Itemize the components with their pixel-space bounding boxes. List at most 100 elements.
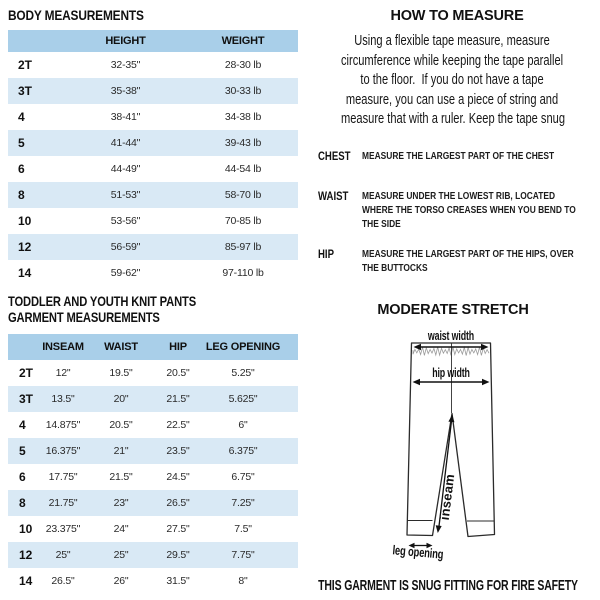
- measurement-value: 26": [113, 575, 129, 587]
- measurement-value: 34-38 lb: [224, 111, 262, 123]
- pants-diagram-icon: [406, 342, 496, 549]
- table-header-row: HEIGHT WEIGHT: [8, 30, 298, 52]
- column-header: HEIGHT: [105, 35, 146, 47]
- size-label: 4: [19, 418, 26, 432]
- table-row: 8 51-53" 58-70 lb: [8, 182, 298, 208]
- definition-text: MEASURE THE LARGEST PART OF THE HIPS, OV…: [362, 248, 600, 276]
- table-row: 8 21.75" 23" 26.5" 7.25": [8, 490, 298, 516]
- table-row: 2T 32-35" 28-30 lb: [8, 52, 298, 78]
- size-label: 4: [18, 110, 25, 124]
- table-header-row: INSEAM WAIST HIP LEG OPENING: [8, 334, 298, 360]
- column-header: INSEAM: [42, 341, 84, 353]
- size-label: 10: [18, 214, 32, 228]
- table-row: 12 25" 25" 29.5" 7.75": [8, 542, 298, 568]
- measurement-value: 24": [113, 523, 129, 535]
- measurement-value: 6": [238, 419, 248, 431]
- table-row: 14 26.5" 26" 31.5" 8": [8, 568, 298, 594]
- table-row: 10 23.375" 24" 27.5" 7.5": [8, 516, 298, 542]
- size-label: 14: [18, 266, 32, 280]
- fire-safety-note: THIS GARMENT IS SNUG FITTING FOR FIRE SA…: [318, 577, 578, 594]
- size-label: 8: [18, 188, 25, 202]
- measurement-value: 38-41": [110, 111, 141, 123]
- size-label: 6: [18, 162, 25, 176]
- measurement-value: 85-97 lb: [224, 241, 262, 253]
- measurement-value: 21.5": [109, 471, 133, 483]
- measurement-value: 25": [55, 549, 71, 561]
- table-row: 14 59-62" 97-110 lb: [8, 260, 298, 286]
- measurement-value: 8": [238, 575, 248, 587]
- definition-line: MEASURE THE LARGEST PART OF THE CHEST: [362, 150, 555, 162]
- how-to-measure-title: HOW TO MEASURE: [390, 8, 524, 24]
- measurement-value: 14.875": [45, 419, 81, 431]
- table-row: 3T 13.5" 20" 21.5" 5.625": [8, 386, 298, 412]
- measurement-value: 13.5": [51, 393, 75, 405]
- garment-measurements-table: INSEAM WAIST HIP LEG OPENING 2T 12" 19.5" 20.5"…: [8, 334, 298, 594]
- column-header: LEG OPENING: [205, 341, 281, 353]
- body-measurements-title: BODY MEASUREMENTS: [8, 7, 144, 23]
- paragraph-line: Using a flexible tape measure, measure: [354, 32, 550, 49]
- measurement-value: 20.5": [166, 367, 190, 379]
- measurement-value: 19.5": [109, 367, 133, 379]
- size-label: 2T: [18, 58, 33, 72]
- column-header: HIP: [169, 341, 187, 353]
- body-measurements-table: HEIGHT WEIGHT 2T 32-35" 28-30 lb 3T 35-38" 30-3…: [8, 30, 298, 286]
- table-row: 5 41-44" 39-43 lb: [8, 130, 298, 156]
- measurement-value: 12": [55, 367, 71, 379]
- table-row: 2T 12" 19.5" 20.5" 5.25": [8, 360, 298, 386]
- table-row: 3T 35-38" 30-33 lb: [8, 78, 298, 104]
- measurement-value: 30-33 lb: [224, 85, 262, 97]
- definition-line: THE BUTTOCKS: [362, 261, 428, 274]
- measurement-value: 26.5": [51, 575, 75, 587]
- measurement-value: 31.5": [166, 575, 190, 587]
- measurement-value: 35-38": [110, 85, 141, 97]
- table-row: 4 14.875" 20.5" 22.5" 6": [8, 412, 298, 438]
- table-row: 6 17.75" 21.5" 24.5" 6.75": [8, 464, 298, 490]
- measurement-value: 28-30 lb: [224, 59, 262, 71]
- size-label: 8: [19, 496, 26, 510]
- size-label: 3T: [19, 392, 34, 406]
- table-row: 5 16.375" 21" 23.5" 6.375": [8, 438, 298, 464]
- measurement-value: 22.5": [166, 419, 190, 431]
- table-row: 10 53-56" 70-85 lb: [8, 208, 298, 234]
- measurement-value: 53-56": [110, 215, 141, 227]
- inseam-arrow-bottom-head: [435, 525, 442, 533]
- measurement-value: 97-110 lb: [222, 267, 264, 279]
- size-label: 6: [19, 470, 26, 484]
- measurement-value: 23": [113, 497, 129, 509]
- size-label: 5: [19, 444, 26, 458]
- inseam-arrow-top-head: [448, 414, 455, 423]
- size-label: 2T: [19, 366, 34, 380]
- size-label: 3T: [18, 84, 33, 98]
- pants-outline: [406, 342, 496, 538]
- measurement-value: 27.5": [166, 523, 190, 535]
- waistband-stitch-texture: [412, 345, 490, 357]
- measurement-value: 21.75": [48, 497, 78, 509]
- measurement-value: 21.5": [166, 393, 190, 405]
- definition-line: THE SIDE: [362, 217, 401, 230]
- size-label: 14: [19, 574, 33, 588]
- definition-line: MEASURE UNDER THE LOWEST RIB, LOCATED: [362, 190, 556, 202]
- paragraph-line: circumference while keeping the tape par…: [341, 51, 564, 69]
- measurement-value: 23.5": [166, 445, 190, 457]
- size-label: 5: [18, 136, 25, 150]
- measurement-value: 25": [113, 549, 129, 561]
- measurement-value: 70-85 lb: [224, 215, 262, 227]
- table-row: 6 44-49" 44-54 lb: [8, 156, 298, 182]
- hip-arrow-right-head: [482, 378, 490, 386]
- measurement-value: 5.25": [231, 367, 255, 379]
- garment-title-line2: GARMENT MEASUREMENTS: [8, 308, 160, 325]
- measurement-value: 44-49": [110, 163, 141, 175]
- paragraph-line: measure, you can use a piece of string a…: [345, 90, 559, 108]
- measurement-value: 16.375": [45, 445, 81, 457]
- waist-width-label: waist width: [427, 328, 475, 343]
- measurement-value: 24.5": [166, 471, 190, 483]
- definition-line: WHERE THE TORSO CREASES WHEN YOU BEND TO: [362, 203, 576, 216]
- measurement-value: 7.75": [231, 549, 255, 561]
- garment-title-line1: TODDLER AND YOUTH KNIT PANTS: [8, 293, 196, 309]
- leg-opening-arrow-left-head: [408, 542, 415, 549]
- moderate-stretch-title: MODERATE STRETCH: [377, 302, 529, 318]
- measure-definitions: CHEST MEASURE THE LARGEST PART OF THE CHE…: [318, 149, 600, 294]
- column-header: WEIGHT: [221, 35, 265, 47]
- measurement-value: 21": [113, 445, 129, 457]
